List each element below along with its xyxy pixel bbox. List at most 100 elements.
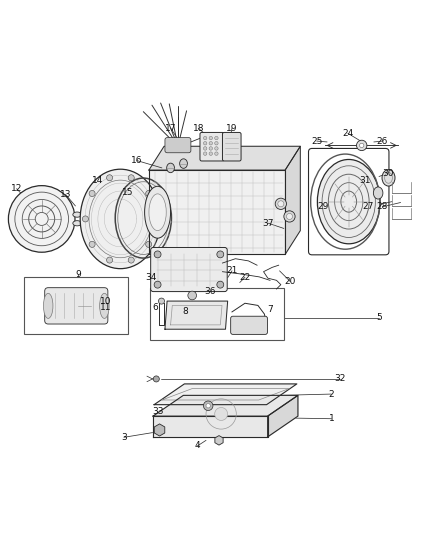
Circle shape	[206, 403, 210, 408]
Circle shape	[284, 211, 295, 222]
Circle shape	[106, 257, 113, 263]
Text: 18: 18	[192, 124, 204, 133]
Ellipse shape	[382, 169, 395, 186]
Circle shape	[215, 152, 218, 155]
Text: 13: 13	[60, 190, 71, 199]
Text: 1: 1	[328, 414, 334, 423]
Circle shape	[209, 136, 212, 140]
Circle shape	[154, 251, 161, 258]
Circle shape	[209, 152, 212, 155]
Polygon shape	[149, 146, 300, 170]
Ellipse shape	[145, 186, 170, 238]
Text: 33: 33	[153, 407, 164, 416]
Circle shape	[286, 213, 293, 220]
Circle shape	[360, 143, 364, 148]
Circle shape	[154, 281, 161, 288]
Bar	[150, 288, 284, 340]
Circle shape	[153, 376, 159, 382]
Polygon shape	[154, 384, 297, 405]
Text: 2: 2	[328, 390, 334, 399]
Text: 10: 10	[99, 296, 111, 305]
Text: 8: 8	[182, 308, 188, 317]
Circle shape	[203, 136, 207, 140]
Circle shape	[215, 147, 218, 150]
Polygon shape	[149, 170, 285, 254]
Text: 25: 25	[311, 136, 322, 146]
Circle shape	[209, 147, 212, 150]
Text: 32: 32	[334, 375, 346, 383]
Text: 11: 11	[99, 303, 111, 312]
Circle shape	[188, 291, 197, 300]
Circle shape	[203, 147, 207, 150]
Text: 20: 20	[285, 277, 296, 286]
FancyBboxPatch shape	[151, 247, 227, 292]
Circle shape	[203, 401, 213, 410]
Text: 17: 17	[165, 124, 177, 133]
Circle shape	[215, 136, 218, 140]
Polygon shape	[268, 395, 298, 437]
FancyBboxPatch shape	[45, 288, 108, 324]
Circle shape	[217, 251, 224, 258]
Circle shape	[146, 241, 152, 247]
Text: 28: 28	[377, 203, 388, 211]
Text: 14: 14	[92, 175, 104, 184]
Text: 37: 37	[262, 219, 274, 228]
Circle shape	[203, 152, 207, 155]
Circle shape	[106, 175, 113, 181]
Ellipse shape	[80, 169, 161, 269]
Text: 19: 19	[226, 124, 238, 133]
Text: 15: 15	[123, 189, 134, 198]
Text: 3: 3	[121, 433, 127, 442]
Ellipse shape	[318, 159, 380, 244]
Text: 26: 26	[377, 136, 388, 146]
Ellipse shape	[100, 293, 109, 318]
Circle shape	[89, 190, 95, 197]
Circle shape	[146, 190, 152, 197]
Text: 6: 6	[152, 303, 158, 312]
Text: 36: 36	[205, 287, 216, 296]
Text: 16: 16	[131, 156, 143, 165]
Text: 24: 24	[342, 129, 353, 138]
Ellipse shape	[73, 212, 81, 217]
Circle shape	[275, 198, 286, 209]
Circle shape	[217, 281, 224, 288]
Text: 30: 30	[382, 168, 393, 177]
Text: 9: 9	[76, 270, 81, 279]
Ellipse shape	[373, 187, 383, 199]
Text: 4: 4	[194, 441, 200, 450]
Ellipse shape	[73, 221, 81, 226]
Circle shape	[82, 216, 88, 222]
FancyBboxPatch shape	[200, 132, 224, 161]
Polygon shape	[153, 416, 268, 437]
Circle shape	[215, 407, 228, 421]
Text: 21: 21	[226, 266, 238, 276]
Circle shape	[209, 142, 212, 145]
Text: 12: 12	[11, 184, 22, 193]
Text: 29: 29	[317, 203, 328, 211]
FancyBboxPatch shape	[165, 138, 191, 153]
Text: 22: 22	[239, 273, 251, 282]
Circle shape	[278, 201, 284, 207]
Text: 7: 7	[267, 305, 273, 314]
Circle shape	[159, 298, 165, 304]
Circle shape	[89, 241, 95, 247]
FancyBboxPatch shape	[231, 316, 268, 334]
Circle shape	[128, 175, 134, 181]
Circle shape	[152, 216, 159, 222]
Ellipse shape	[149, 194, 166, 231]
Circle shape	[8, 185, 75, 252]
FancyBboxPatch shape	[223, 132, 241, 161]
Text: 5: 5	[376, 313, 382, 322]
Circle shape	[128, 257, 134, 263]
Ellipse shape	[43, 293, 53, 318]
Polygon shape	[285, 146, 300, 254]
Circle shape	[203, 142, 207, 145]
Polygon shape	[165, 301, 228, 329]
Circle shape	[215, 142, 218, 145]
Bar	[25, 277, 128, 334]
Text: 31: 31	[360, 175, 371, 184]
Text: 27: 27	[363, 203, 374, 211]
Ellipse shape	[167, 163, 174, 173]
Text: 34: 34	[145, 273, 156, 282]
Polygon shape	[153, 395, 298, 416]
